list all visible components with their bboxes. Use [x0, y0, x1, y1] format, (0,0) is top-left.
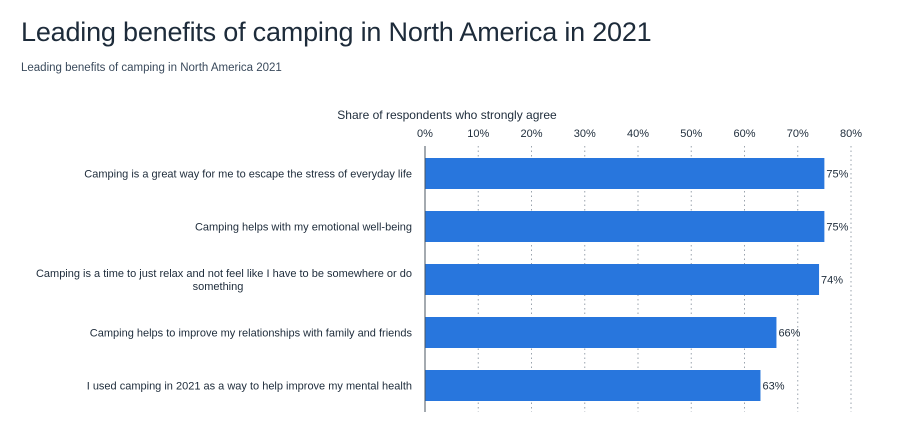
category-label: something [193, 281, 244, 293]
bar-value-label: 75% [826, 222, 848, 234]
bar [425, 264, 820, 295]
bar-value-label: 66% [778, 328, 800, 340]
x-tick-label: 60% [733, 128, 755, 140]
x-tick-label: 10% [467, 128, 489, 140]
category-label: Camping helps with my emotional well-bei… [195, 222, 412, 234]
x-tick-label: 80% [840, 128, 862, 140]
category-label: Camping helps to improve my relationship… [90, 328, 413, 340]
category-label: Camping is a great way for me to escape … [84, 169, 412, 181]
category-label: Camping is a time to just relax and not … [36, 268, 412, 280]
bar-value-label: 75% [826, 169, 848, 181]
category-label: I used camping in 2021 as a way to help … [87, 381, 412, 393]
x-tick-label: 20% [520, 128, 542, 140]
x-tick-label: 30% [574, 128, 596, 140]
bar [425, 211, 825, 242]
bar [425, 158, 825, 189]
bar-value-label: 63% [762, 381, 784, 393]
x-axis-title: Share of respondents who strongly agree [337, 108, 557, 122]
x-tick-label: 40% [627, 128, 649, 140]
bar [425, 370, 761, 401]
bars [425, 158, 825, 401]
x-tick-label: 0% [417, 128, 433, 140]
category-labels: Camping is a great way for me to escape … [36, 169, 413, 393]
x-axis-ticks: 0% 10% 20% 30% 40% 50% 60% 70% 80% [417, 128, 862, 140]
bar-value-label: 74% [821, 275, 843, 287]
value-labels: 75% 75% 74% 66% 63% [762, 169, 848, 393]
gridlines [477, 146, 852, 412]
bar [425, 317, 777, 348]
chart-subtitle: Leading benefits of camping in North Ame… [21, 62, 282, 74]
x-tick-label: 50% [680, 128, 702, 140]
chart-title: Leading benefits of camping in North Ame… [21, 17, 652, 47]
x-tick-label: 70% [787, 128, 809, 140]
